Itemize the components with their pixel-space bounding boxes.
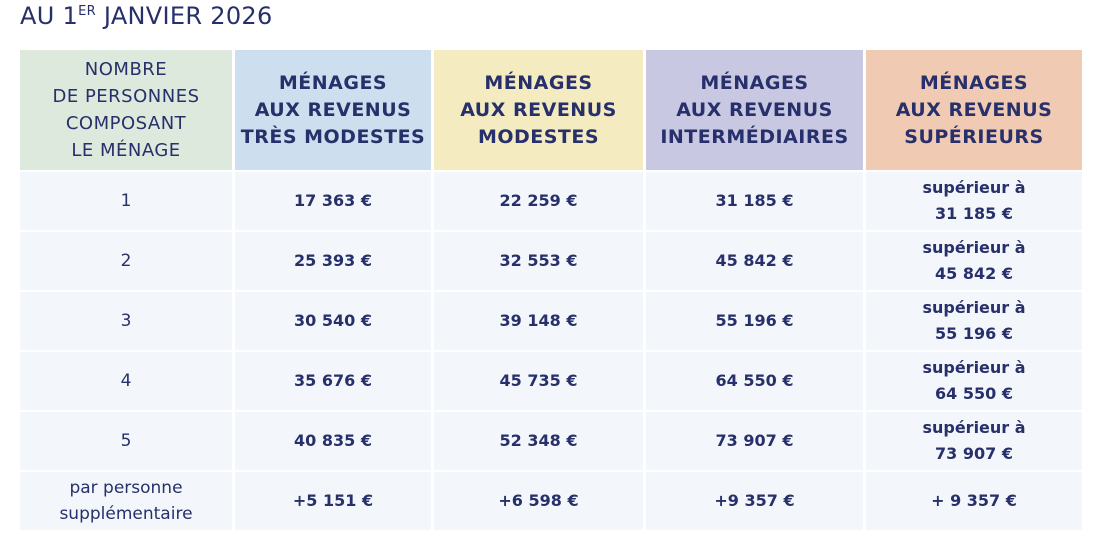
header-very-modest: MÉNAGES AUX REVENUS TRÈS MODESTES	[235, 50, 431, 170]
table-cell-household-size: 5	[20, 412, 232, 470]
table-cell-very-modest: 40 835 €	[235, 412, 431, 470]
table-cell-very-modest: 35 676 €	[235, 352, 431, 410]
income-thresholds-table: NOMBRE DE PERSONNES COMPOSANT LE MÉNAGE …	[20, 50, 1082, 530]
table-cell-modest: 32 553 €	[434, 232, 643, 290]
table-cell-superior: supérieur à 64 550 €	[866, 352, 1082, 410]
table-cell-superior: supérieur à 45 842 €	[866, 232, 1082, 290]
table-cell-modest: 22 259 €	[434, 172, 643, 230]
table-cell-household-size: par personne supplémentaire	[20, 472, 232, 530]
table-cell-superior: supérieur à 55 196 €	[866, 292, 1082, 350]
table-cell-household-size: 2	[20, 232, 232, 290]
table-cell-intermediate: 55 196 €	[646, 292, 863, 350]
table-cell-household-size: 4	[20, 352, 232, 410]
header-household-size: NOMBRE DE PERSONNES COMPOSANT LE MÉNAGE	[20, 50, 232, 170]
table-cell-modest: 45 735 €	[434, 352, 643, 410]
table-cell-very-modest: 17 363 €	[235, 172, 431, 230]
table-cell-very-modest: +5 151 €	[235, 472, 431, 530]
table-cell-intermediate: 73 907 €	[646, 412, 863, 470]
table-cell-very-modest: 30 540 €	[235, 292, 431, 350]
table-cell-modest: +6 598 €	[434, 472, 643, 530]
table-cell-very-modest: 25 393 €	[235, 232, 431, 290]
page-title: AU 1ER JANVIER 2026	[20, 2, 273, 30]
table-cell-intermediate: 64 550 €	[646, 352, 863, 410]
header-superior: MÉNAGES AUX REVENUS SUPÉRIEURS	[866, 50, 1082, 170]
header-intermediate: MÉNAGES AUX REVENUS INTERMÉDIAIRES	[646, 50, 863, 170]
table-cell-intermediate: 31 185 €	[646, 172, 863, 230]
table-cell-intermediate: +9 357 €	[646, 472, 863, 530]
table-cell-modest: 52 348 €	[434, 412, 643, 470]
table-cell-superior: + 9 357 €	[866, 472, 1082, 530]
table-cell-household-size: 1	[20, 172, 232, 230]
table-cell-superior: supérieur à 73 907 €	[866, 412, 1082, 470]
table-cell-superior: supérieur à 31 185 €	[866, 172, 1082, 230]
table-cell-household-size: 3	[20, 292, 232, 350]
header-modest: MÉNAGES AUX REVENUS MODESTES	[434, 50, 643, 170]
table-cell-modest: 39 148 €	[434, 292, 643, 350]
table-cell-intermediate: 45 842 €	[646, 232, 863, 290]
